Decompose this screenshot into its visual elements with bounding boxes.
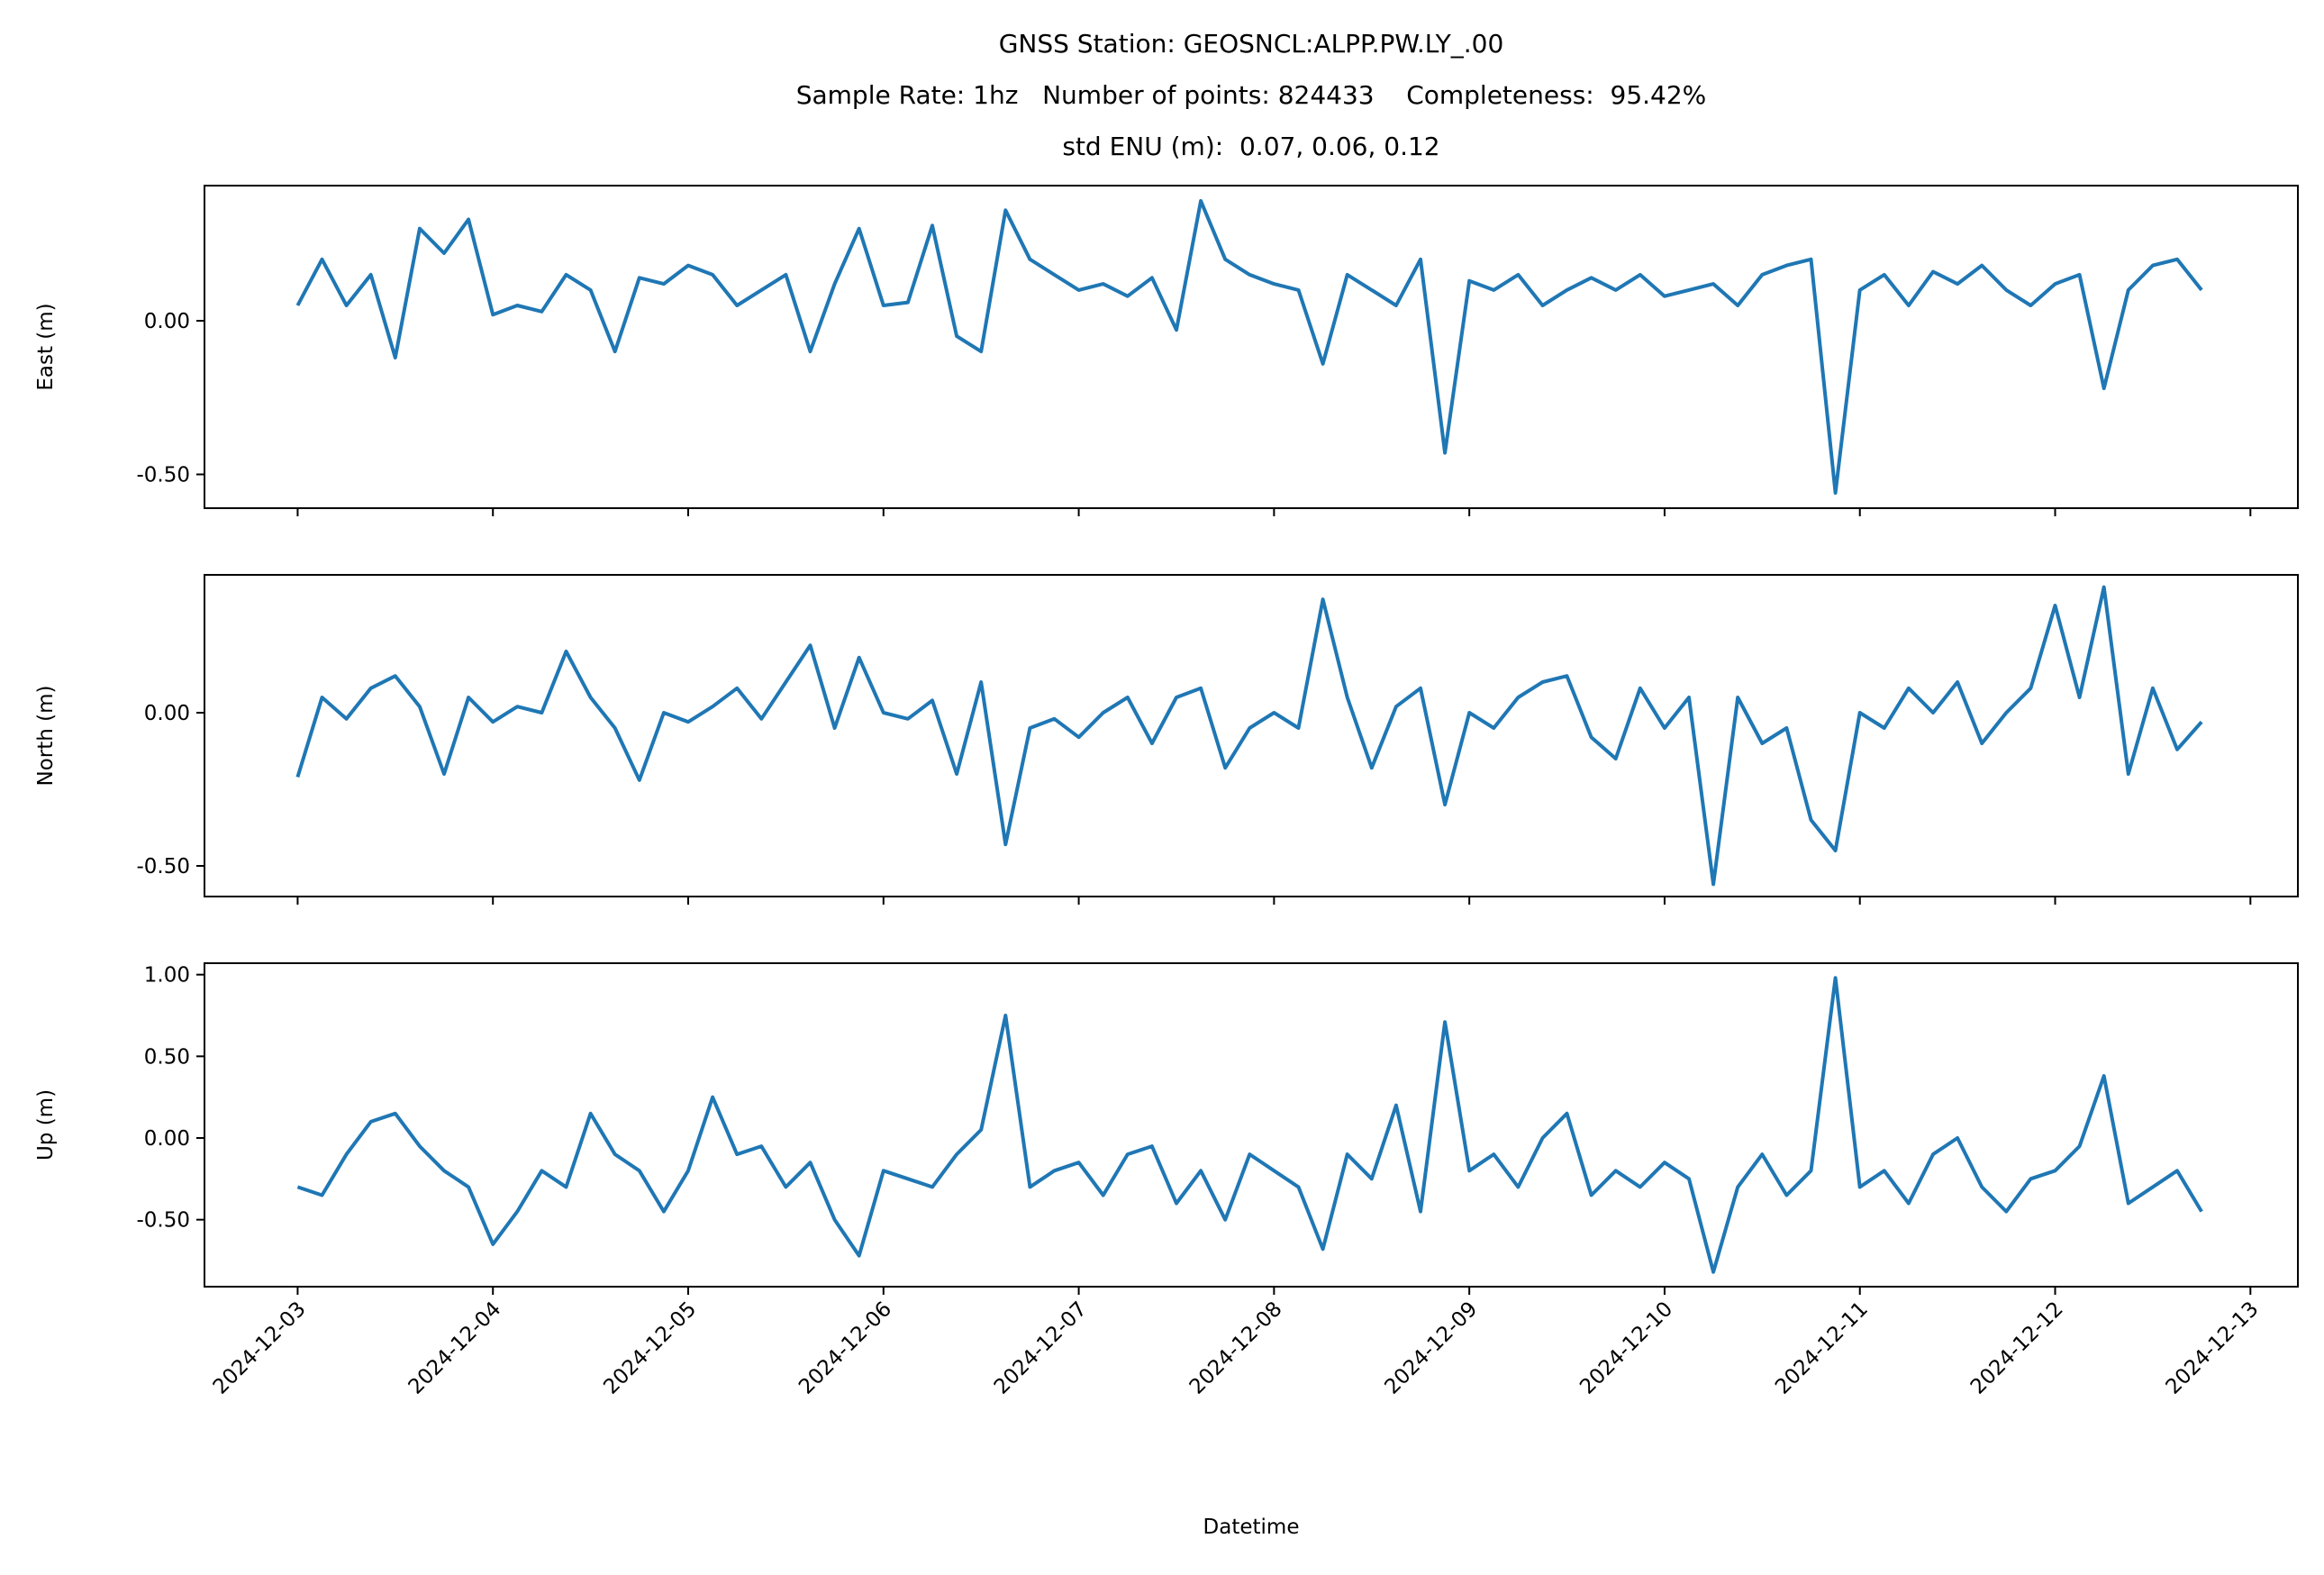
- series-line: [296, 976, 2203, 1274]
- title-line: GNSS Station: GEOSNCL:ALPP.PW.LY_.00: [999, 29, 1504, 59]
- x-tick-label: 2024-12-06: [794, 1297, 896, 1399]
- x-axis-label: Datetime: [1203, 1516, 1300, 1539]
- y-axis-label: Up (m): [34, 1089, 58, 1161]
- x-tick-label: 2024-12-12: [1966, 1297, 2068, 1399]
- axes-frame: [204, 574, 2299, 897]
- x-tick-label: 2024-12-04: [404, 1297, 506, 1399]
- series-line: [295, 585, 2203, 887]
- series-line: [295, 199, 2203, 495]
- y-tick-label: 0.50: [144, 1045, 190, 1069]
- title-line: Sample Rate: 1hz Number of points: 82443…: [796, 80, 1707, 110]
- y-tick-label: 0.00: [144, 310, 190, 333]
- y-tick-label: -0.50: [136, 855, 190, 879]
- title-line: std ENU (m): 0.07, 0.06, 0.12: [1062, 132, 1439, 161]
- y-tick-label: -0.50: [136, 1209, 190, 1233]
- y-tick-label: 0.00: [144, 702, 190, 725]
- y-tick-label: 0.00: [144, 1127, 190, 1151]
- x-tick-label: 2024-12-10: [1575, 1297, 1677, 1399]
- y-tick-label: 1.00: [144, 964, 190, 988]
- axes-frame: [204, 185, 2299, 509]
- x-tick-label: 2024-12-07: [990, 1297, 1092, 1399]
- axes-frame: [204, 962, 2299, 1288]
- y-axis-label: North (m): [34, 686, 58, 787]
- y-tick-label: -0.50: [136, 463, 190, 487]
- y-axis-label: East (m): [34, 303, 58, 390]
- x-tick-label: 2024-12-11: [1771, 1297, 1873, 1399]
- x-tick-label: 2024-12-08: [1185, 1297, 1287, 1399]
- x-tick-label: 2024-12-09: [1380, 1297, 1482, 1399]
- x-tick-label: 2024-12-05: [599, 1297, 701, 1399]
- x-tick-label: 2024-12-13: [2162, 1297, 2264, 1399]
- x-tick-label: 2024-12-03: [209, 1297, 311, 1399]
